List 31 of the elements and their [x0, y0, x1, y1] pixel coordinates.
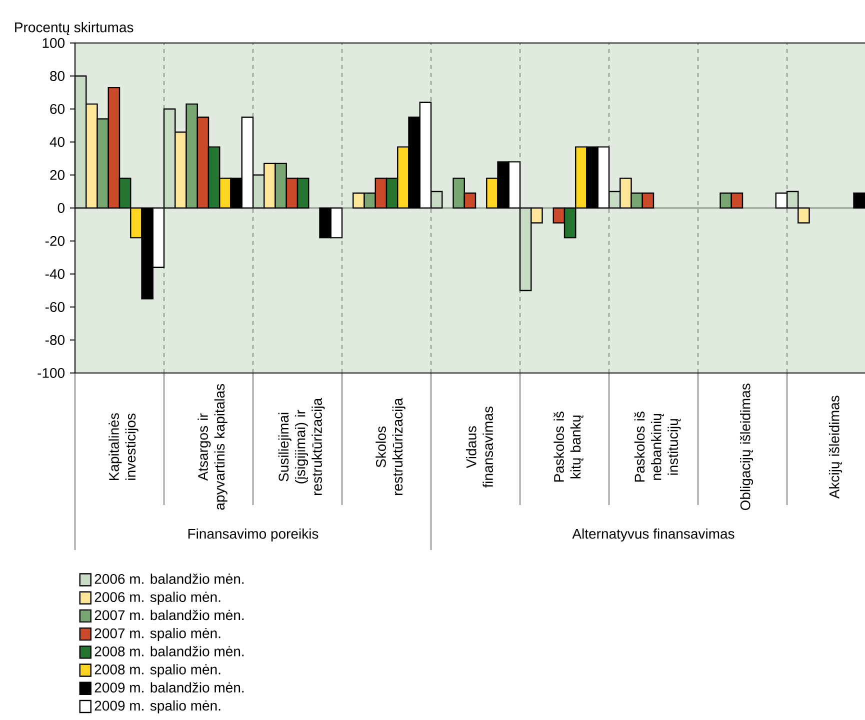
y-tick-label: 40: [50, 137, 65, 147]
y-tick-label: 100: [42, 38, 65, 48]
y-axis-title: Procentų skirtumas: [15, 22, 134, 36]
legend-label: 2006 m. spalio mėn.: [94, 592, 220, 605]
legend-label: 2007 m. balandžio mėn.: [94, 610, 244, 620]
x-tick-label: Paskolos iš nebankinių institucijų: [634, 412, 681, 482]
legend-label: 2008 m. spalio mėn.: [94, 664, 220, 678]
legend-label: 2006 m. balandžio mėn.: [94, 574, 244, 584]
y-tick-label: 20: [50, 170, 65, 180]
y-tick-label: -80: [45, 335, 65, 345]
x-tick-label: Vidaus finansavimas: [466, 406, 493, 488]
y-tick-label: 0: [58, 203, 65, 213]
x-tick-label: Atsargos ir apyvartinis kapitalas: [198, 384, 228, 510]
y-tick-label: -100: [38, 368, 65, 378]
x-tick-label: Skolos restruktūrizacija: [376, 398, 406, 496]
y-tick-label: -20: [45, 236, 65, 246]
x-tick-label: Paskolos iš kitų bankų: [554, 412, 584, 482]
x-tick-label: Susiliejimai (įsigijimai) ir restruktūrizacija: [278, 398, 325, 496]
text: Finansavimo poreikis: [188, 528, 318, 542]
text: Alternatyvus finansavimas: [572, 528, 734, 542]
y-tick-label: -60: [45, 302, 65, 312]
y-tick-label: -40: [45, 269, 65, 279]
x-tick-label: Kapitalinės investicijos: [108, 413, 138, 480]
legend-label: 2009 m. balandžio mėn.: [94, 682, 244, 693]
y-tick-label: 60: [50, 104, 65, 114]
x-tick-label: Obligacijų išleidimas: [740, 384, 754, 510]
legend-label: 2009 m. spalio mėn.: [94, 700, 220, 714]
legend-label: 2008 m. balandžio mėn.: [94, 646, 244, 656]
y-tick-label: 80: [50, 71, 65, 81]
x-tick-label: Akcijų išleidimas: [828, 396, 842, 499]
legend-label: 2007 m. spalio mėn.: [94, 628, 220, 641]
